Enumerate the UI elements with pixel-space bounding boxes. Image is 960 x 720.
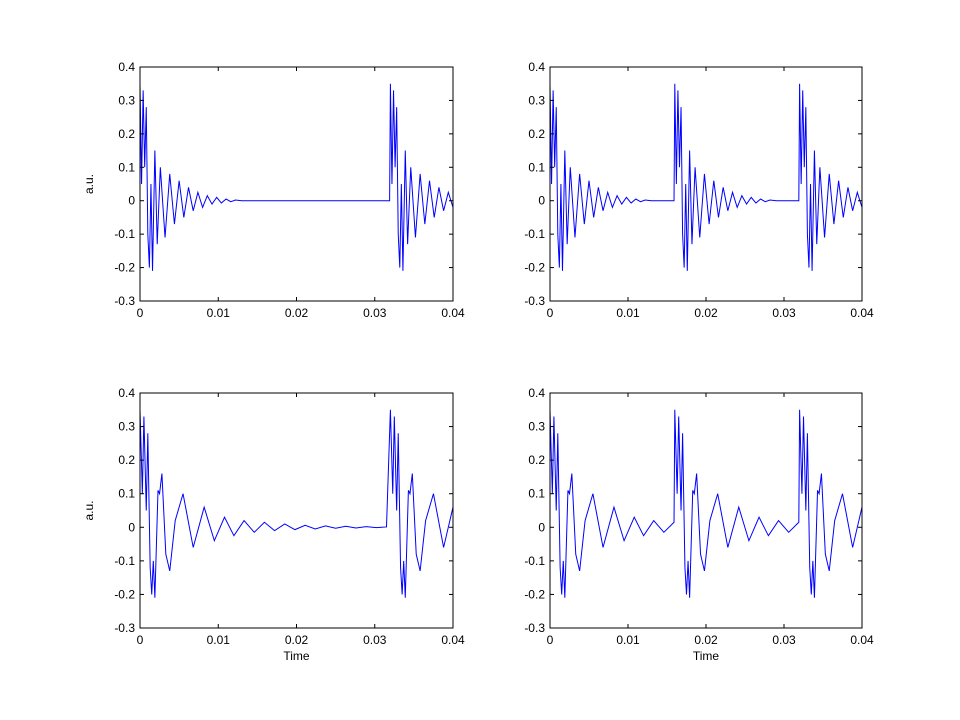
y-tick-label: 0.1 (528, 487, 545, 501)
y-tick-label: -0.3 (524, 621, 545, 635)
x-tick-label: 0.03 (772, 306, 796, 320)
x-tick-label: 0 (137, 633, 144, 647)
y-tick-label: 0.4 (528, 386, 545, 400)
y-tick-label: 0.2 (118, 127, 135, 141)
y-axis-label: a.u. (82, 174, 96, 194)
x-tick-label: 0.04 (850, 306, 874, 320)
x-tick-label: 0.02 (285, 306, 309, 320)
x-tick-label: 0.01 (616, 633, 640, 647)
y-tick-label: -0.1 (114, 227, 135, 241)
x-tick-label: 0 (547, 306, 554, 320)
y-tick-label: 0.3 (528, 93, 545, 107)
y-tick-label: -0.1 (524, 227, 545, 241)
signal-line (549, 83, 863, 271)
y-tick-label: -0.2 (524, 261, 545, 275)
y-tick-label: 0 (128, 520, 135, 534)
y-tick-label: -0.3 (114, 621, 135, 635)
x-tick-label: 0.03 (772, 633, 796, 647)
x-tick-label: 0.03 (363, 633, 387, 647)
y-tick-label: 0 (538, 194, 545, 208)
y-tick-label: 0 (538, 520, 545, 534)
y-tick-label: 0.3 (528, 420, 545, 434)
plot-area (550, 67, 862, 301)
x-tick-label: 0 (547, 633, 554, 647)
y-tick-label: 0.1 (118, 160, 135, 174)
y-tick-label: -0.3 (524, 294, 545, 308)
y-tick-label: -0.2 (114, 261, 135, 275)
y-tick-label: -0.2 (114, 587, 135, 601)
plot-area (550, 393, 862, 628)
y-tick-label: 0.1 (528, 160, 545, 174)
x-tick-label: 0.04 (441, 633, 465, 647)
y-tick-label: 0.1 (118, 487, 135, 501)
x-tick-label: 0.02 (694, 633, 718, 647)
x-tick-label: 0.01 (207, 306, 231, 320)
x-tick-label: 0.04 (850, 633, 874, 647)
y-tick-label: -0.2 (524, 587, 545, 601)
signal-line (549, 409, 863, 598)
x-tick-label: 0.02 (285, 633, 309, 647)
plot-area (140, 67, 453, 301)
x-tick-label: 0.02 (694, 306, 718, 320)
signal-line (139, 83, 454, 271)
x-tick-label: 0.03 (363, 306, 387, 320)
y-tick-label: -0.1 (114, 554, 135, 568)
y-tick-label: -0.3 (114, 294, 135, 308)
y-axis-label: a.u. (82, 500, 96, 520)
x-tick-label: 0.04 (441, 306, 465, 320)
y-tick-label: 0.3 (118, 93, 135, 107)
y-tick-label: 0.4 (118, 60, 135, 74)
y-tick-label: 0 (128, 194, 135, 208)
plot-area (140, 393, 453, 628)
x-tick-label: 0 (137, 306, 144, 320)
x-axis-label: Time (283, 649, 310, 663)
x-axis-label: Time (693, 649, 720, 663)
y-tick-label: -0.1 (524, 554, 545, 568)
y-tick-label: 0.2 (528, 127, 545, 141)
y-tick-label: 0.3 (118, 420, 135, 434)
x-tick-label: 0.01 (207, 633, 231, 647)
y-tick-label: 0.4 (528, 60, 545, 74)
x-tick-label: 0.01 (616, 306, 640, 320)
y-tick-label: 0.2 (528, 453, 545, 467)
y-tick-label: 0.4 (118, 386, 135, 400)
y-tick-label: 0.2 (118, 453, 135, 467)
signal-line (139, 409, 454, 598)
